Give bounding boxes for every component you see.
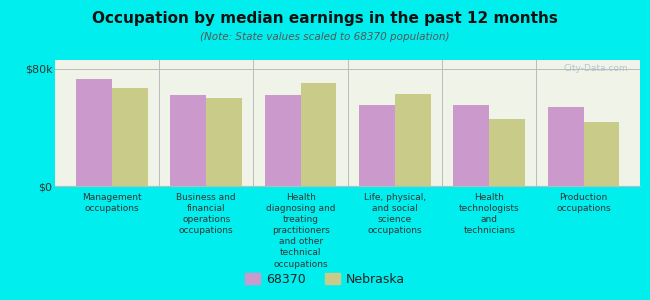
Text: City-Data.com: City-Data.com <box>564 64 629 73</box>
Bar <box>584 122 619 186</box>
Legend: 68370, Nebraska: 68370, Nebraska <box>240 268 410 291</box>
Bar <box>300 83 337 186</box>
Text: (Note: State values scaled to 68370 population): (Note: State values scaled to 68370 popu… <box>200 32 450 41</box>
Bar <box>170 95 206 186</box>
Bar <box>76 79 112 186</box>
Bar <box>548 107 584 186</box>
Bar <box>359 105 395 186</box>
Bar <box>112 88 148 186</box>
Bar <box>206 98 242 186</box>
Bar <box>395 94 431 186</box>
Bar <box>454 105 489 186</box>
Text: Occupation by median earnings in the past 12 months: Occupation by median earnings in the pas… <box>92 11 558 26</box>
Bar <box>489 118 525 186</box>
Bar <box>265 95 300 186</box>
